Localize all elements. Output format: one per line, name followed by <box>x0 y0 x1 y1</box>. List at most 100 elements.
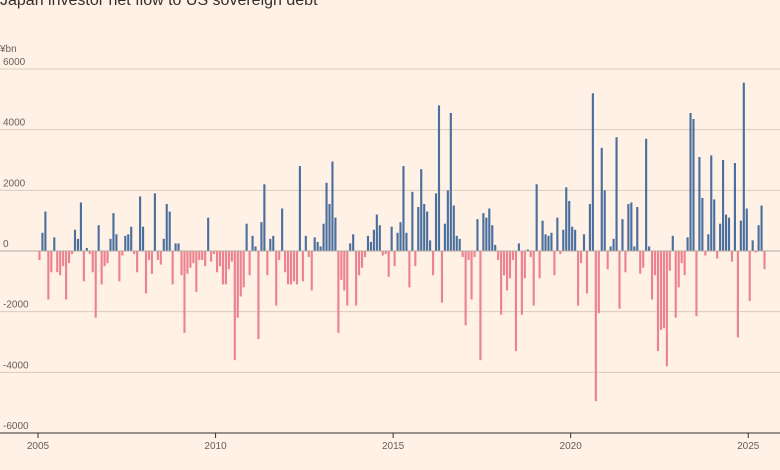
bar <box>62 251 65 267</box>
bar <box>520 251 523 315</box>
bar <box>109 238 112 251</box>
bar <box>636 207 639 251</box>
bar <box>180 251 183 276</box>
bar <box>159 251 162 265</box>
bar <box>112 213 115 251</box>
bar <box>713 199 716 251</box>
bar <box>473 251 476 258</box>
bar <box>275 251 278 306</box>
bar <box>630 202 633 251</box>
bar <box>47 251 50 300</box>
bar <box>432 251 435 276</box>
bar <box>437 105 441 252</box>
x-tick-label: 2025 <box>737 441 760 452</box>
bar <box>254 246 257 251</box>
bar <box>325 182 328 251</box>
bar <box>505 251 509 291</box>
bar <box>65 251 68 300</box>
bar <box>742 82 745 252</box>
bar <box>269 238 272 251</box>
bar <box>671 235 674 251</box>
bar <box>189 251 192 268</box>
bar <box>538 251 541 279</box>
bar <box>174 243 177 251</box>
bar <box>183 251 186 333</box>
bar <box>38 251 41 261</box>
bar <box>387 251 390 277</box>
bar <box>328 203 331 251</box>
bar <box>100 251 103 285</box>
bar <box>141 226 145 251</box>
bar <box>588 203 591 251</box>
bar <box>443 223 446 251</box>
bar <box>236 251 239 318</box>
bar <box>307 251 310 258</box>
bar <box>139 196 142 251</box>
bar <box>248 251 251 276</box>
bar <box>692 119 695 251</box>
bar <box>186 251 189 274</box>
bar <box>322 223 325 251</box>
x-tick-label: 2020 <box>560 441 583 452</box>
bar <box>665 251 668 367</box>
bar <box>748 251 751 302</box>
bar <box>331 161 334 251</box>
bar <box>556 217 559 251</box>
bar <box>165 203 168 251</box>
bar <box>707 234 710 251</box>
bar <box>198 251 201 261</box>
bar <box>760 205 763 251</box>
bar <box>571 226 574 251</box>
bar <box>423 203 426 251</box>
bar <box>523 251 526 279</box>
bar <box>553 251 556 276</box>
bar <box>662 251 665 329</box>
x-tick-label: 2005 <box>27 441 50 452</box>
bar <box>547 235 550 251</box>
bar <box>467 251 470 261</box>
bar <box>420 169 423 251</box>
bar <box>434 193 438 251</box>
bar <box>316 241 319 251</box>
bar <box>263 184 266 251</box>
bar <box>426 211 429 251</box>
grid-layer <box>0 68 780 373</box>
bar <box>118 251 121 282</box>
bar <box>207 217 210 251</box>
bar <box>719 223 722 251</box>
bar <box>482 213 485 251</box>
bar <box>716 251 719 259</box>
bar <box>260 222 263 251</box>
bar <box>337 251 340 333</box>
bar <box>689 112 692 251</box>
bar <box>722 160 725 251</box>
bar <box>609 246 612 251</box>
bar <box>372 229 375 251</box>
bar <box>488 208 491 251</box>
bar <box>680 251 683 264</box>
bar <box>195 251 198 292</box>
bar <box>633 246 636 251</box>
bar <box>224 251 227 285</box>
bar <box>310 251 313 291</box>
bar <box>97 225 100 251</box>
bar <box>381 251 384 256</box>
bar <box>210 251 213 262</box>
bar <box>645 138 648 251</box>
bar <box>458 238 461 251</box>
bar <box>177 243 180 251</box>
bar <box>239 251 242 297</box>
bar <box>292 251 296 282</box>
bar <box>559 251 562 255</box>
bar <box>508 251 512 279</box>
bar <box>535 184 538 251</box>
bar <box>121 251 124 256</box>
bar <box>541 220 544 251</box>
bar <box>124 235 127 251</box>
y-tick-label: -6000 <box>3 421 29 432</box>
bar <box>156 251 159 261</box>
x-tick-label: 2010 <box>204 441 227 452</box>
bar <box>695 251 698 317</box>
bar <box>446 190 449 251</box>
bar <box>133 251 136 255</box>
